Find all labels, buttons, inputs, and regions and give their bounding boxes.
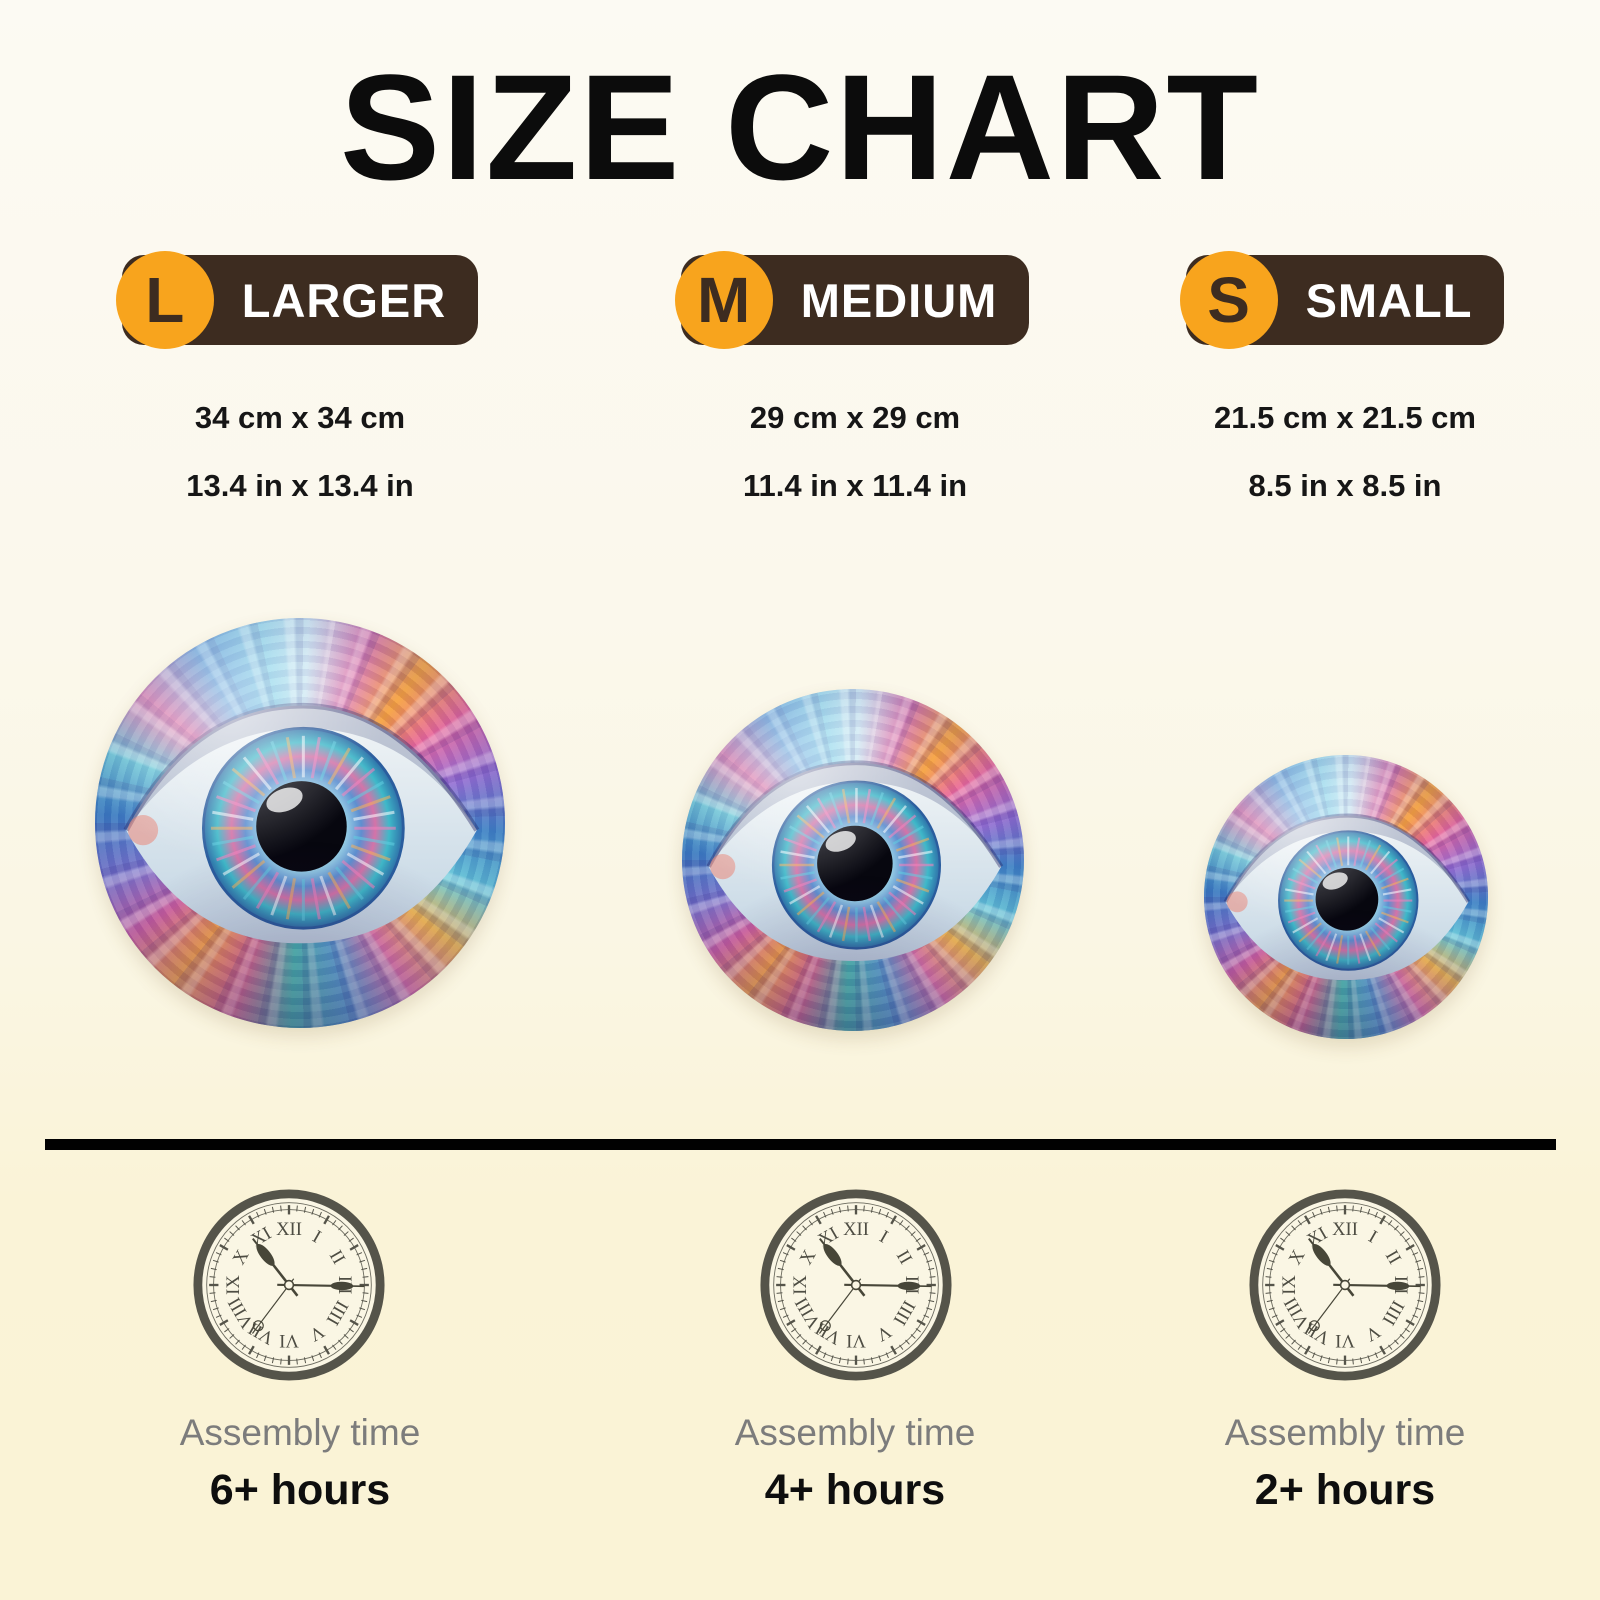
hour-hand [252,1238,299,1297]
badge-row: S SMALL [1085,251,1600,349]
dimensions-in: 13.4 in x 13.4 in [186,468,414,503]
svg-text:VI: VI [1335,1330,1355,1351]
dimensions-in: 11.4 in x 11.4 in [742,468,968,503]
clock-hands [251,1238,365,1334]
column-medium: M MEDIUM 29 cm x 29 cm 11.4 in x 11.4 in… [595,0,1115,1600]
svg-text:VI: VI [846,1330,866,1351]
hour-hand [1308,1238,1355,1297]
analog-clock-graphic: XIIIIIIIIIIIIVVIVIIVIIIIXXXI [193,1189,385,1381]
gloss-highlight [682,689,1024,1031]
clock-icon-small: XIIIIIIIIIIIIVVIVIIVIIIIXXXI [1247,1187,1443,1383]
svg-text:XII: XII [1332,1219,1358,1240]
dimensions-cm: 34 cm x 34 cm [194,400,406,435]
dimensions-cm: 21.5 cm x 21.5 cm [1214,400,1476,435]
gloss-highlight [1204,755,1488,1039]
clock-hands [1307,1238,1421,1334]
page-title: SIZE CHART [340,43,1260,211]
hour-hand [819,1238,866,1297]
svg-text:VI: VI [279,1330,299,1351]
svg-text:IX: IX [1279,1275,1300,1295]
size-badge-label: SMALL [1305,273,1473,327]
eye-puzzle-image-small [1204,755,1488,1039]
size-badge-label: MEDIUM [800,273,998,327]
gloss-highlight [95,618,505,1028]
analog-clock-graphic: XIIIIIIIIIIIIVVIVIIVIIIIXXXI [1249,1189,1441,1381]
column-larger: L LARGER 34 cm x 34 cm 13.4 in x 13.4 in… [40,0,560,1600]
assembly-time-label: Assembly time [179,1412,421,1453]
assembly-time-label: Assembly time [1224,1412,1466,1453]
clock-ticks [776,1205,936,1365]
dimensions-in: 8.5 in x 8.5 in [1248,468,1442,503]
column-small: S SMALL 21.5 cm x 21.5 cm 8.5 in x 8.5 i… [1085,0,1600,1600]
size-badge-larger: L LARGER [115,251,479,349]
clock-icon-larger: XIIIIIIIIIIIIVVIVIIVIIIIXXXI [191,1187,387,1383]
svg-text:IX: IX [790,1275,811,1295]
size-badge-medium: M MEDIUM [674,251,1030,349]
badge-row: L LARGER [40,251,560,349]
svg-text:IX: IX [223,1275,244,1295]
analog-clock-graphic: XIIIIIIIIIIIIVVIVIIVIIIIXXXI [760,1189,952,1381]
assembly-time-label: Assembly time [734,1412,976,1453]
size-letter-S-icon: S [1179,251,1278,349]
clock-ticks [209,1205,369,1365]
size-letter-L-icon: L [115,251,214,349]
size-badge-small: S SMALL [1179,251,1505,349]
assembly-time-value: 4+ hours [764,1466,946,1514]
dimensions-cm: 29 cm x 29 cm [749,400,961,435]
clock-ticks [1265,1205,1425,1365]
divider-line [45,1139,1556,1150]
assembly-time-value: 2+ hours [1254,1466,1436,1514]
size-badge-label: LARGER [241,273,447,327]
assembly-time-value: 6+ hours [209,1466,391,1514]
eye-puzzle-image-medium [682,689,1024,1031]
size-letter-M-icon: M [674,251,773,349]
svg-text:XII: XII [843,1219,869,1240]
clock-hands [818,1238,932,1334]
eye-puzzle-image-large [95,618,505,1028]
svg-text:XII: XII [276,1219,302,1240]
badge-row: M MEDIUM [595,251,1115,349]
clock-icon-medium: XIIIIIIIIIIIIVVIVIIVIIIIXXXI [758,1187,954,1383]
